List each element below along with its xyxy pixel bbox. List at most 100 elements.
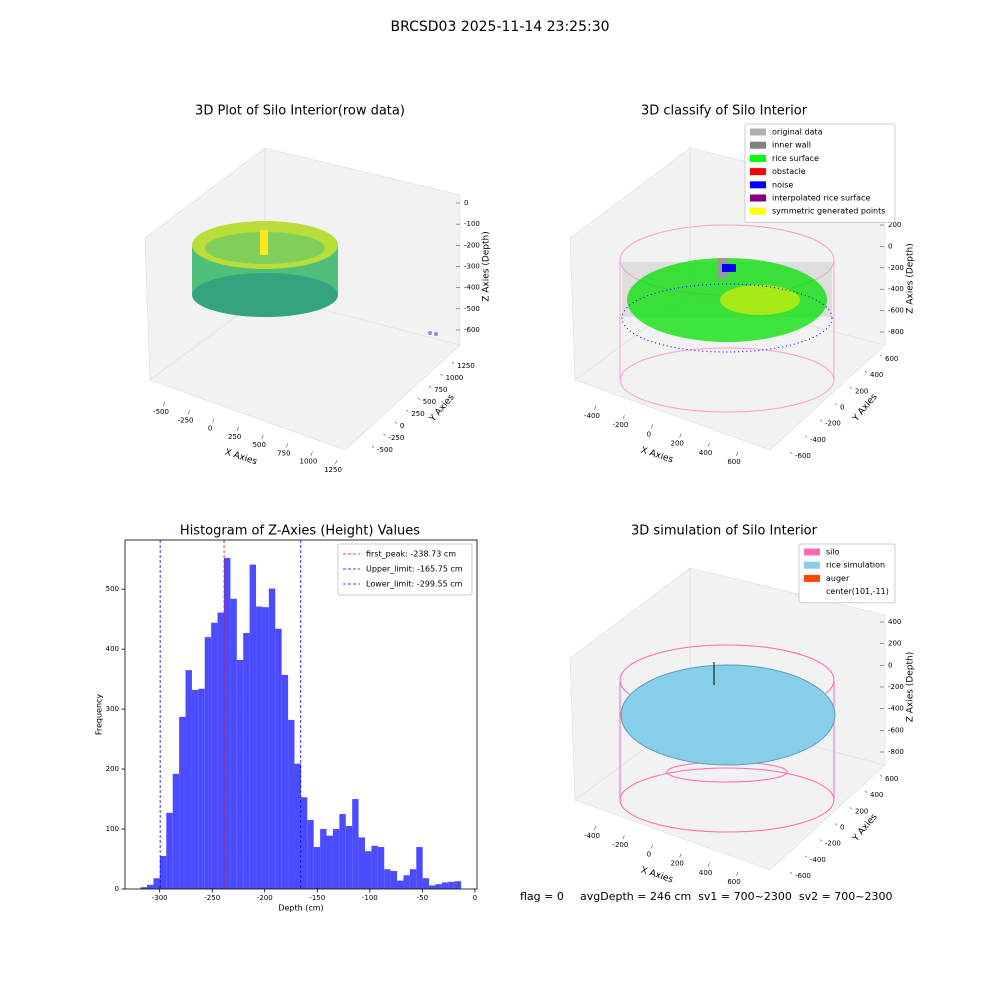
tick-mark bbox=[819, 419, 823, 422]
footer-text: flag = 0 bbox=[520, 890, 564, 903]
tick-label: 200 bbox=[671, 860, 684, 868]
legend-swatch bbox=[804, 548, 820, 556]
tick-mark bbox=[394, 421, 398, 424]
tick-mark bbox=[163, 401, 166, 407]
legend-label: interpolated rice surface bbox=[772, 194, 870, 203]
tick-label: 500 bbox=[423, 398, 436, 406]
tick-mark bbox=[679, 433, 682, 438]
legend-label: Upper_limit: -165.75 cm bbox=[366, 565, 463, 574]
histogram-bar bbox=[454, 881, 462, 889]
tick-label: 200 bbox=[855, 387, 868, 395]
histogram-bar bbox=[223, 557, 231, 889]
x-axis-label: X Axies bbox=[639, 446, 674, 466]
histogram-bar bbox=[390, 871, 398, 889]
legend-label: rice simulation bbox=[826, 561, 885, 570]
histogram-bar bbox=[320, 829, 327, 889]
legend-swatch bbox=[750, 141, 766, 149]
axes-3d-box bbox=[569, 567, 886, 871]
tick-mark bbox=[736, 871, 739, 877]
tick-label: -800 bbox=[888, 748, 904, 756]
tick-label: -600 bbox=[888, 726, 904, 734]
tick-label: -600 bbox=[464, 326, 480, 334]
tick-label: 600 bbox=[727, 878, 740, 886]
point-cloud bbox=[192, 221, 438, 336]
footer-text: avgDepth = 246 cm sv1 = 700~2300 sv2 = 7… bbox=[580, 890, 893, 903]
tick-label: 400 bbox=[870, 371, 883, 379]
tick-label: -600 bbox=[888, 307, 904, 315]
legend-label: center(101,-11) bbox=[826, 587, 889, 596]
tick-label: -200 bbox=[888, 683, 904, 691]
legend-label: rice surface bbox=[772, 154, 819, 163]
chart-title: 3D simulation of Silo Interior bbox=[631, 524, 818, 539]
histogram-bar bbox=[191, 689, 199, 889]
tick-mark bbox=[864, 370, 868, 374]
tick-label: -250 bbox=[178, 416, 194, 424]
tick-mark bbox=[310, 451, 313, 456]
tick-label: -500 bbox=[377, 446, 393, 454]
x-tick-label: -200 bbox=[257, 894, 273, 902]
histogram-bar bbox=[198, 688, 205, 889]
tick-label: 400 bbox=[888, 618, 901, 626]
histogram-bar bbox=[179, 716, 186, 889]
histogram-bar bbox=[448, 881, 455, 889]
point-cloud bbox=[619, 224, 835, 413]
tick-mark bbox=[736, 451, 739, 457]
tick-mark bbox=[707, 862, 710, 867]
tick-label: 200 bbox=[855, 807, 868, 815]
histogram-bar bbox=[339, 814, 346, 889]
chart-title: Histogram of Z-Axies (Height) Values bbox=[180, 524, 420, 539]
legend-label: inner wall bbox=[772, 141, 811, 150]
histogram-bar bbox=[249, 564, 257, 889]
tick-label: -600 bbox=[795, 452, 811, 460]
histogram-bar bbox=[256, 606, 263, 889]
tick-label: -200 bbox=[888, 264, 904, 272]
tick-label: 600 bbox=[727, 458, 740, 466]
tick-mark bbox=[440, 373, 443, 376]
tick-mark bbox=[789, 451, 793, 454]
histogram-bar bbox=[262, 607, 269, 889]
tick-mark bbox=[451, 361, 455, 364]
tick-mark bbox=[383, 433, 386, 436]
tick-mark bbox=[285, 443, 289, 448]
tick-label: 0 bbox=[400, 422, 404, 430]
tick-mark bbox=[789, 871, 793, 874]
tick-label: -400 bbox=[888, 285, 904, 293]
legend-label: first_peak: -238.73 cm bbox=[366, 550, 456, 559]
y-tick-label: 300 bbox=[106, 705, 119, 713]
histogram-bar bbox=[377, 847, 385, 889]
tick-label: 500 bbox=[253, 441, 266, 449]
tick-mark bbox=[879, 354, 883, 357]
tick-label: -200 bbox=[825, 420, 841, 428]
histogram-bar bbox=[352, 799, 359, 889]
x-axis-label: X Axies bbox=[639, 866, 674, 886]
legend-label: Lower_limit: -299.55 cm bbox=[366, 580, 463, 589]
legend-swatch bbox=[804, 574, 820, 582]
y-axis-label: Y Axies bbox=[850, 392, 879, 424]
tick-label: 0 bbox=[840, 404, 844, 412]
tick-label: 200 bbox=[888, 221, 901, 229]
figure-title: BRCSD03 2025-11-14 23:25:30 bbox=[390, 19, 609, 35]
histogram-bar bbox=[313, 847, 321, 889]
tick-mark bbox=[371, 445, 375, 448]
histogram-bar bbox=[326, 835, 333, 889]
histogram-bar bbox=[384, 869, 391, 889]
legend-label: obstacle bbox=[772, 167, 806, 176]
tick-label: 1000 bbox=[446, 374, 464, 382]
y-axis-label: Y Axies bbox=[850, 812, 879, 844]
x-tick-label: -150 bbox=[309, 894, 325, 902]
tick-label: 400 bbox=[870, 791, 883, 799]
surface bbox=[619, 644, 836, 833]
tick-mark bbox=[834, 823, 838, 826]
tick-mark bbox=[622, 415, 625, 420]
legend-label: symmetric generated points bbox=[772, 207, 885, 216]
tick-label: 0 bbox=[464, 199, 468, 207]
histogram-bar bbox=[441, 882, 449, 889]
legend-swatch bbox=[750, 194, 766, 202]
histogram-bar bbox=[166, 812, 173, 889]
histogram-bar bbox=[153, 878, 160, 889]
tick-label: 1250 bbox=[324, 466, 342, 474]
tick-label: -400 bbox=[888, 705, 904, 713]
tick-label: 250 bbox=[411, 410, 424, 418]
y-tick-label: 100 bbox=[106, 825, 119, 833]
